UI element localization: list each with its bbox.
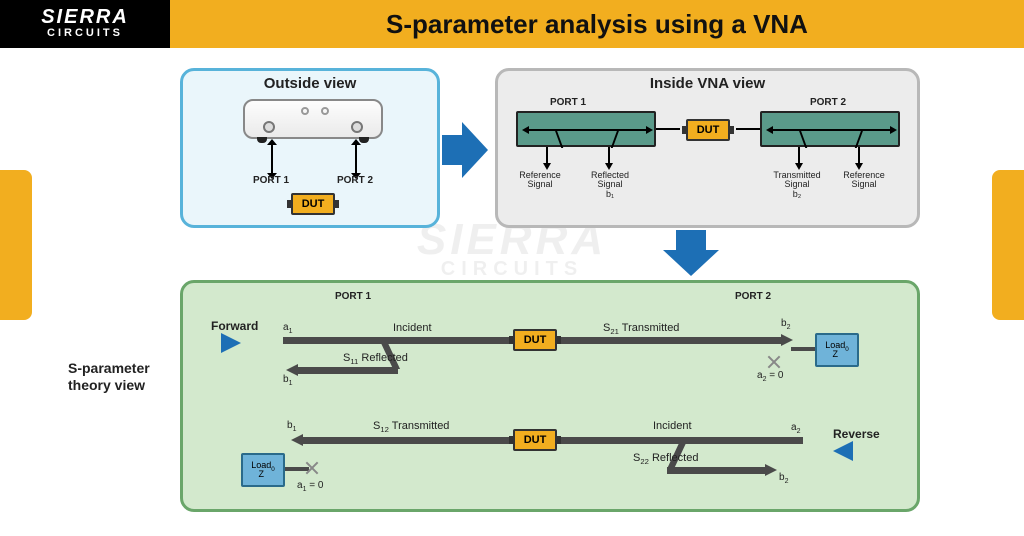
inside-refl: Reflected Signal b₁ [580, 171, 640, 199]
coupler-port2-icon [760, 111, 900, 147]
outside-port2: PORT 2 [325, 175, 385, 186]
theory-s12: S12 Transmitted [373, 421, 449, 434]
panel-inside-view: Inside VNA view PORT 1 PORT 2 DUT [495, 68, 920, 228]
inside-trans: Transmitted Signal b₂ [764, 171, 830, 199]
theory-forward: Forward [211, 319, 258, 333]
theory-b2r: b2 [779, 473, 788, 485]
inside-ref: Reference Signal [510, 171, 570, 190]
port2-arrows-icon [355, 145, 357, 173]
outside-title: Outside view [183, 75, 437, 92]
theory-load-forward: LoadZ0 [815, 333, 859, 367]
side-tab-left [0, 170, 32, 320]
inside-port2: PORT 2 [798, 97, 858, 108]
inside-ref2: Reference Signal [834, 171, 894, 190]
brand-logo: SIERRA CIRCUITS [0, 0, 170, 48]
theory-s21: S21 Transmitted [603, 323, 679, 336]
theory-a2zero: a2 = 0 [757, 371, 783, 383]
theory-b1: b1 [283, 375, 292, 387]
theory-a1zero: a1 = 0 [297, 481, 323, 493]
diagram-canvas: Outside view PORT 1 PORT 2 DUT Inside VN… [50, 60, 974, 526]
theory-load-reverse: LoadZ0 [241, 453, 285, 487]
theory-port1: PORT 1 [323, 291, 383, 302]
theory-a1: a1 [283, 323, 292, 335]
reverse-arrow-icon [833, 441, 853, 461]
inside-dut: DUT [686, 119, 730, 141]
forward-arrow-icon [221, 333, 241, 353]
header: SIERRA CIRCUITS S-parameter analysis usi… [0, 0, 1024, 48]
vna-instrument-icon [243, 99, 383, 139]
outside-dut: DUT [291, 193, 335, 215]
theory-dut-reverse: DUT [513, 429, 557, 451]
theory-dut-forward: DUT [513, 329, 557, 351]
theory-incident-r: Incident [653, 421, 692, 433]
theory-s11: S11 Reflected [343, 353, 408, 366]
cross-a1-icon [305, 461, 319, 475]
panel-outside-view: Outside view PORT 1 PORT 2 DUT [180, 68, 440, 228]
theory-b2: b2 [781, 319, 790, 331]
theory-a2: a2 [791, 423, 800, 435]
theory-incident-f: Incident [393, 323, 432, 335]
brand-sub: CIRCUITS [47, 27, 123, 40]
page-title: S-parameter analysis using a VNA [170, 0, 1024, 48]
side-tab-right [992, 170, 1024, 320]
theory-reverse: Reverse [833, 427, 880, 441]
panel-theory-view: PORT 1 PORT 2 Forward DUT a1 Incident S2… [180, 280, 920, 512]
cross-a2-icon [767, 355, 781, 369]
port1-arrows-icon [271, 145, 273, 173]
theory-title: S-parameter theory view [68, 360, 178, 394]
inside-port1: PORT 1 [538, 97, 598, 108]
theory-s22: S22 Reflected [633, 453, 698, 466]
theory-b1r: b1 [287, 421, 296, 433]
inside-title: Inside VNA view [498, 75, 917, 92]
outside-port1: PORT 1 [241, 175, 301, 186]
theory-port2: PORT 2 [723, 291, 783, 302]
coupler-port1-icon [516, 111, 656, 147]
brand-main: SIERRA [41, 7, 129, 27]
